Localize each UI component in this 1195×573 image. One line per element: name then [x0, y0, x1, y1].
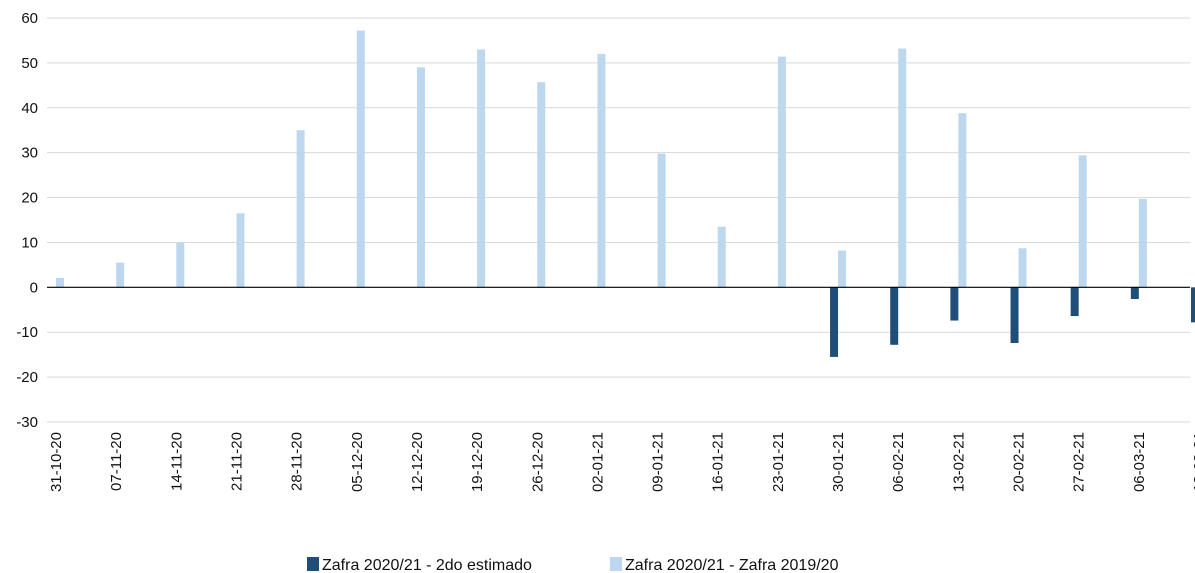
bar-zafra-comparison — [1138, 198, 1147, 288]
bar-zafra-comparison — [1018, 248, 1027, 288]
x-tick-label: 06-02-21 — [890, 432, 907, 492]
bar-zafra-comparison — [56, 277, 64, 288]
bar-zafra-comparison — [356, 30, 365, 288]
bar-zafra-comparison — [537, 82, 546, 288]
y-tick-label: 30 — [21, 145, 38, 162]
x-tick-label: 31-10-20 — [48, 432, 65, 492]
x-tick-label: 28-11-20 — [289, 432, 306, 491]
y-tick-label: -10 — [16, 324, 38, 341]
x-axis-ticks: 31-10-20 07-11-20 14-11-20 21-11-20 28-11-20… — [48, 432, 1195, 492]
y-tick-label: -30 — [16, 414, 38, 431]
legend-swatch — [610, 557, 622, 571]
legend: Zafra 2020/21 - 2do estimado Zafra 2020/2… — [307, 557, 839, 573]
x-tick-label: 19-12-20 — [469, 432, 486, 492]
bar-zafra-comparison — [116, 262, 125, 288]
grid-lines — [47, 17, 1190, 423]
bar-zafra-comparison — [898, 48, 907, 288]
legend-label: Zafra 2020/21 - Zafra 2019/20 — [625, 557, 839, 573]
x-tick-label: 09-01-21 — [650, 432, 667, 492]
bar-zafra-comparison — [958, 113, 967, 288]
x-tick-label: 30-01-21 — [830, 432, 847, 492]
bar-2do-estimado — [1130, 287, 1139, 300]
bar-2do-estimado — [890, 287, 899, 345]
x-tick-label: 23-01-21 — [770, 432, 787, 492]
y-tick-label: 50 — [21, 55, 38, 72]
x-tick-label: 06-03-21 — [1131, 432, 1148, 492]
x-tick-label: 02-01-21 — [589, 432, 606, 492]
x-tick-label: 21-11-20 — [228, 432, 245, 491]
x-tick-label: 13-02-21 — [950, 432, 967, 492]
legend-swatch — [307, 557, 319, 571]
x-tick-label: 20-02-21 — [1011, 432, 1028, 492]
bars — [56, 30, 1195, 357]
x-tick-label: 05-12-20 — [349, 432, 366, 492]
y-tick-label: 10 — [21, 234, 38, 251]
x-tick-label: 26-12-20 — [529, 432, 546, 492]
bar-zafra-comparison — [717, 226, 726, 288]
bar-zafra-comparison — [296, 130, 305, 288]
legend-label: Zafra 2020/21 - 2do estimado — [322, 557, 532, 573]
bar-zafra-comparison — [1078, 155, 1087, 288]
y-tick-label: 60 — [21, 10, 38, 27]
bar-zafra-comparison — [236, 213, 245, 288]
x-tick-label: 16-01-21 — [710, 432, 727, 492]
x-tick-label: 14-11-20 — [168, 432, 185, 491]
y-tick-label: 0 — [30, 279, 38, 296]
bar-zafra-comparison — [416, 67, 425, 288]
bar-2do-estimado — [950, 287, 959, 321]
y-axis-ticks: 60 50 40 30 20 10 0 -10 -20 -30 — [16, 10, 38, 431]
bar-zafra-comparison — [777, 56, 786, 288]
bar-zafra-comparison — [657, 153, 666, 288]
y-tick-label: -20 — [16, 369, 38, 386]
bar-zafra-comparison — [477, 49, 486, 288]
x-tick-label: 13-03-21 — [1191, 432, 1195, 492]
bar-zafra-comparison — [176, 242, 185, 288]
bar-2do-estimado — [830, 287, 839, 357]
bar-zafra-comparison — [838, 250, 847, 288]
x-tick-label: 27-02-21 — [1071, 432, 1088, 492]
x-tick-label: 12-12-20 — [409, 432, 426, 492]
bar-2do-estimado — [1010, 287, 1019, 343]
bar-2do-estimado — [1191, 287, 1195, 323]
y-tick-label: 40 — [21, 100, 38, 117]
bar-2do-estimado — [1070, 287, 1079, 317]
y-tick-label: 20 — [21, 190, 38, 207]
x-tick-label: 07-11-20 — [108, 432, 125, 491]
bar-zafra-comparison — [597, 53, 606, 288]
